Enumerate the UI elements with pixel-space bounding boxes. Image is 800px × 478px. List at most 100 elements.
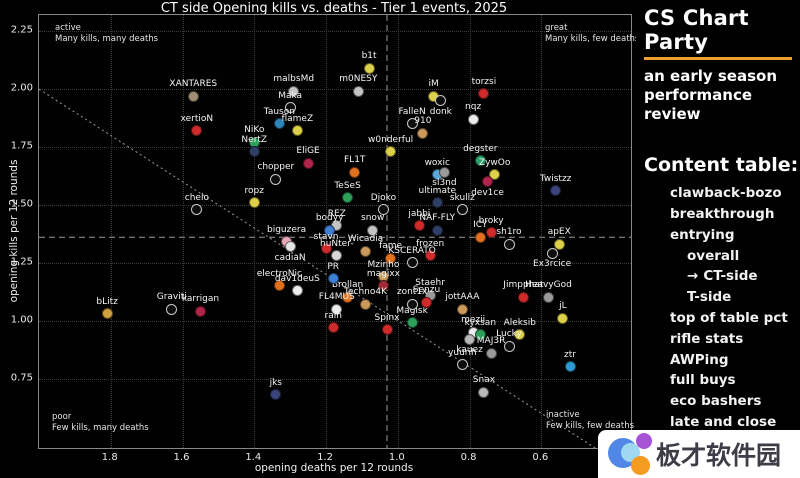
gridline-horizontal <box>39 146 631 148</box>
data-point-KSCERATO <box>406 257 418 269</box>
data-point-dev1ce <box>481 176 493 188</box>
data-point-zont1x <box>406 298 418 310</box>
data-point-label-cadiaN: cadiaN <box>274 252 306 263</box>
gridline-vertical <box>254 15 256 448</box>
content-table-item-eco-bashers[interactable]: eco bashers <box>636 391 800 412</box>
content-table-item-label: AWPing <box>670 351 729 368</box>
quadrant-desc: Few kills, few deaths <box>546 421 635 432</box>
quadrant-desc: Few kills, many deaths <box>52 423 149 434</box>
data-point-snow <box>367 224 379 236</box>
data-point-Brollan <box>342 291 354 303</box>
watermark: 板才软件园 <box>598 430 800 478</box>
data-point-PR <box>327 273 339 285</box>
data-point-dav1deuS <box>291 285 303 297</box>
y-tick-label: 1.25 <box>10 256 33 268</box>
data-point-label-Tauson: Tauson <box>263 106 295 117</box>
data-point-label-magixx: magixx <box>366 268 400 279</box>
data-point-Aleksib <box>514 329 526 341</box>
data-point-jabbi <box>413 220 425 232</box>
data-point-bLitz <box>101 308 113 320</box>
content-table-item-ct-side[interactable]: → CT-side <box>636 266 800 287</box>
active-item-arrow-icon: → <box>687 268 699 285</box>
data-point-label-huNter-: huNter- <box>319 238 354 249</box>
data-point-label-flameZ: flameZ <box>281 113 314 124</box>
data-point-NAF-FLY <box>431 224 443 236</box>
logo-orange-circle <box>631 456 650 475</box>
data-point-label-torzsi: torzsi <box>471 76 497 87</box>
content-table-item-t-side[interactable]: T-side <box>636 287 800 308</box>
data-point-label-Spinx: Spinx <box>374 312 400 323</box>
data-point-xertioN <box>191 125 203 137</box>
sidebar: CS Chart Party an early season performan… <box>636 0 800 430</box>
identity-line <box>39 88 596 448</box>
data-point-label-xertioN: xertioN <box>180 113 214 124</box>
content-table-item-clawback-bozo[interactable]: clawback-bozo <box>636 183 800 204</box>
content-table-item-overall[interactable]: overall <box>636 246 800 267</box>
data-point-label-Techno4K: Techno4K <box>343 287 387 298</box>
quadrant-name: poor <box>52 412 72 422</box>
data-point-label-frozen: frozen <box>416 238 445 249</box>
content-table-item-top-of-table-pct[interactable]: top of table pct <box>636 308 800 329</box>
data-point-label-biguzera: biguzera <box>267 224 307 235</box>
content-table-item-rifle-stats[interactable]: rifle stats <box>636 329 800 350</box>
data-point-label-Magisk: Magisk <box>396 305 428 316</box>
content-table-item-awping[interactable]: AWPing <box>636 350 800 371</box>
content-table-item-label: clawback-bozo <box>670 185 782 202</box>
data-point-label-dav1deuS: dav1deuS <box>274 273 320 284</box>
data-point-flameZ <box>291 125 303 137</box>
quadrant-desc: Many kills, many deaths <box>55 34 159 45</box>
data-point-label-jottAAA: jottAAA <box>445 292 480 303</box>
x-tick-label: 1.6 <box>173 452 190 463</box>
data-point-nqz <box>467 113 479 125</box>
data-point-label-NiKo: NiKo <box>244 125 265 136</box>
content-table-item-label: entrying <box>670 226 735 243</box>
content-table-item-label: overall <box>687 247 740 264</box>
data-point-Lucky <box>503 340 515 352</box>
data-point-label-dev1ce: dev1ce <box>471 187 504 198</box>
data-point-Jimpphat <box>517 291 529 303</box>
data-point-ICY <box>474 231 486 243</box>
watermark-text: 板才软件园 <box>656 441 782 470</box>
x-tick-label: 1.8 <box>101 452 118 463</box>
watermark-logo-icon <box>598 430 656 478</box>
content-table-item-late-and-close[interactable]: late and close <box>636 412 800 433</box>
data-point-chopper <box>270 173 282 185</box>
content-table-item-label: CT-side <box>703 268 758 285</box>
data-point-label-bLitz: bLitz <box>96 296 118 307</box>
data-point-label-Staehr: Staehr <box>415 278 445 289</box>
data-point-label-PR: PR <box>327 261 340 272</box>
data-point-label-FL1T: FL1T <box>344 155 366 166</box>
data-point-broky <box>485 227 497 239</box>
data-point-kauez <box>464 333 476 345</box>
content-table-item-label: rifle stats <box>670 330 744 347</box>
content-table-item-full-buys[interactable]: full buys <box>636 370 800 391</box>
data-point-yuurih <box>456 359 468 371</box>
data-point-karrigan <box>194 305 206 317</box>
data-point-label-rain: rain <box>324 310 342 321</box>
x-tick-label: 0.6 <box>532 452 549 463</box>
data-point-label-w0nderful: w0nderful <box>368 134 414 145</box>
content-table-item-entrying[interactable]: entrying <box>636 225 800 246</box>
x-axis-label: opening deaths per 12 rounds <box>254 462 414 474</box>
y-axis-label: opening kills per 12 rounds <box>8 159 20 303</box>
content-table-item-breakthrough[interactable]: breakthrough <box>636 204 800 225</box>
data-point-label-mezii: mezii <box>461 315 486 326</box>
gridline-vertical <box>541 15 543 448</box>
x-tick-label: 0.8 <box>460 452 477 463</box>
data-point-label-malbsMd: malbsMd <box>273 74 315 85</box>
data-point-MAJ3R <box>485 347 497 359</box>
content-table: clawback-bozo breakthrough entrying overall… <box>636 183 800 433</box>
data-point-910 <box>417 127 429 139</box>
data-point-label-karrigan: karrigan <box>181 294 220 305</box>
gridline-vertical <box>469 15 471 448</box>
data-point-label-REZ: REZ <box>327 208 346 219</box>
y-tick-label: 0.75 <box>10 372 33 384</box>
data-point-label-snow: snow <box>361 213 385 224</box>
data-point-Maka <box>284 102 296 114</box>
content-table-item-label: late and close <box>670 413 777 430</box>
sidebar-subtitle: an early season performance review <box>644 67 777 124</box>
data-point-b1t <box>363 62 375 74</box>
data-point-frozen <box>424 250 436 262</box>
data-point-label-Ex3rcice: Ex3rcice <box>532 259 572 270</box>
data-point-label-woxic: woxic <box>424 157 450 168</box>
